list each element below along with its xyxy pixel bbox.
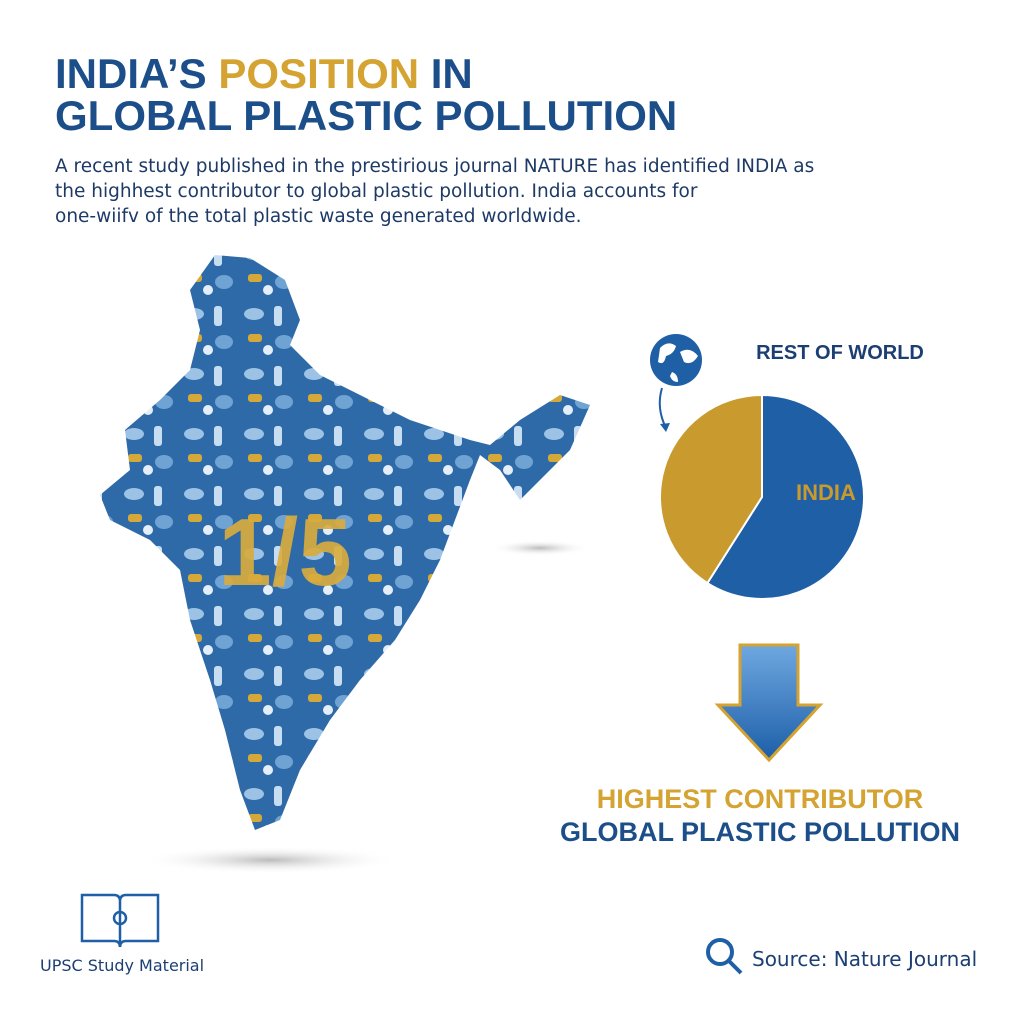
share-label: 1/5 — [218, 499, 351, 606]
description: one-wiifv of the total plastic waste gen… — [55, 206, 582, 227]
pie-label: REST OF WORLD — [756, 342, 924, 364]
search-icon — [706, 938, 743, 975]
source: Source: Nature Journal — [752, 947, 977, 971]
title-line-2: GLOBAL PLASTIC POLLUTION — [55, 92, 677, 139]
pie-slice — [659, 393, 763, 585]
book-icon — [80, 893, 160, 948]
pie-slice — [705, 393, 865, 600]
map-shadow — [490, 540, 590, 556]
description: A recent study published in the prestiri… — [55, 156, 814, 177]
down-arrow — [714, 643, 824, 763]
brand: UPSC Study Material — [40, 956, 204, 975]
pie-chart: INDIA REST OF WORLD — [659, 342, 924, 600]
description: the highhest contributor to global plast… — [55, 181, 698, 202]
india-map — [100, 255, 590, 830]
map-shadow — [140, 846, 400, 874]
conclusion-line-2: GLOBAL PLASTIC POLLUTION — [560, 817, 960, 847]
pie-label: INDIA — [796, 480, 856, 505]
globe-icon — [650, 334, 702, 432]
conclusion-line-1: HIGHEST CONTRIBUTOR — [597, 784, 924, 814]
title-line-1: INDIA’S POSITION IN — [55, 50, 473, 97]
